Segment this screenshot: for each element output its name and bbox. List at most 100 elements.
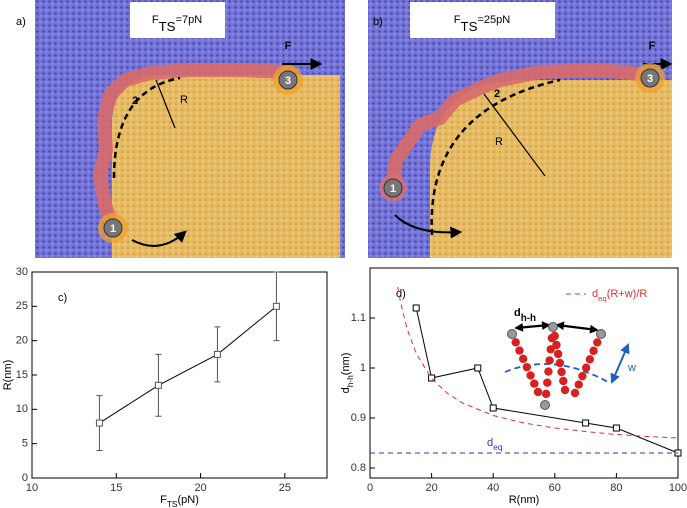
bead	[640, 68, 660, 88]
x-tick-label: 20	[194, 482, 206, 494]
x-tick-label: 20	[425, 482, 437, 494]
inset-bead	[593, 338, 602, 347]
inset-bead	[553, 349, 563, 359]
panel-title: FTS=7pN	[152, 14, 202, 34]
rotation-arrow	[131, 230, 187, 247]
bead	[383, 178, 403, 198]
marker	[154, 381, 162, 389]
plot-frame	[31, 271, 328, 479]
plot-frame	[369, 267, 679, 479]
inset-end-bead	[596, 329, 606, 339]
y-tick-label: 1.1	[351, 312, 366, 324]
y-tick-label: 5	[22, 438, 28, 450]
radius-line	[483, 93, 546, 177]
bead	[103, 218, 123, 238]
panel-label: a)	[16, 16, 26, 28]
inset-label: dh-h	[514, 307, 536, 324]
x-tick-label: 80	[610, 482, 622, 494]
y-tick-label: 0.8	[351, 462, 366, 474]
annotation-part: d	[487, 437, 493, 449]
series-line	[397, 286, 679, 439]
x-axis-label-part: (pN)	[178, 494, 199, 506]
inset-end-bead	[548, 322, 558, 332]
panel-title-part: TS	[461, 19, 478, 34]
inset-bead	[543, 378, 552, 387]
marker	[582, 419, 590, 427]
fit-arc	[112, 76, 181, 179]
radius-label: R	[495, 136, 503, 148]
inset-bead	[559, 376, 568, 386]
width-arrow	[610, 343, 630, 384]
simulation-a	[35, 0, 345, 258]
chain	[386, 63, 657, 195]
inset-bead	[526, 371, 535, 380]
marker	[95, 419, 103, 427]
radius-label: R	[180, 94, 188, 106]
inset-bead	[511, 338, 520, 347]
marker	[272, 302, 280, 310]
x-axis-label-part: F	[160, 494, 167, 506]
x-tick-label: 25	[279, 482, 291, 494]
inset-end-bead	[507, 329, 517, 339]
inset-arc	[504, 363, 609, 383]
marker	[474, 364, 482, 372]
chart: 0 20 40 60 80 1000.80.911.1d)R(nm)dh-h(nm)deq…	[340, 267, 687, 506]
legend-label-part: (R+w)/R	[607, 288, 648, 300]
x-tick-label: 0	[367, 482, 373, 494]
panel-label: c)	[58, 292, 67, 304]
annotation: deq	[487, 437, 503, 452]
inset-bead	[541, 389, 551, 399]
panel-title-part: =7pN	[176, 14, 203, 26]
chart: 10 15 20 25 0 5 10 15 20 25 30 c) FTS(pN) R(nm)	[2, 266, 328, 508]
inset-label-part: h-h	[521, 313, 536, 324]
x-tick-label: 15	[110, 482, 122, 494]
point-label: 1	[110, 223, 116, 235]
y-tick-label: 30	[16, 266, 28, 278]
x-tick-label: 40	[487, 482, 499, 494]
inset-bead	[552, 340, 561, 350]
y-tick-label: 15	[16, 369, 28, 381]
panel-title-part: =25pN	[478, 14, 511, 26]
inset-bead	[544, 367, 553, 376]
y-tick-label: 25	[16, 300, 28, 312]
inset-bead	[515, 346, 524, 355]
simulation-b	[368, 0, 673, 258]
inset-bead	[557, 367, 566, 377]
inset-bead	[530, 379, 539, 388]
point-label: 1	[390, 183, 396, 195]
x-tick-label: 100	[669, 482, 687, 494]
substrate	[430, 80, 672, 258]
panel-label: d)	[396, 288, 406, 300]
inset-bead	[550, 331, 559, 341]
title-box	[410, 2, 555, 38]
x-axis-label-part: TS	[167, 499, 178, 508]
inset-bead	[578, 371, 587, 381]
force-label: F	[285, 40, 292, 52]
point-label: 3	[285, 75, 291, 87]
series-line	[99, 305, 277, 424]
point-label: 3	[647, 73, 653, 85]
x-axis-label: FTS(pN)	[160, 494, 199, 508]
panel-label: b)	[373, 16, 383, 28]
inset-label-part: d	[514, 307, 521, 319]
inset-bead	[589, 346, 598, 356]
x-tick-label: 10	[26, 482, 38, 494]
annotation-part: eq	[493, 442, 503, 452]
x-axis-label: R(nm)	[509, 494, 540, 506]
y-axis-label-part: (nm)	[340, 353, 352, 376]
y-axis-label-part: d	[340, 387, 352, 393]
marker	[428, 374, 436, 382]
y-tick-label: 0.9	[351, 412, 366, 424]
inset-bead	[581, 363, 591, 372]
y-tick-label: 1	[360, 362, 366, 374]
inset-bead	[533, 387, 543, 397]
radius-line	[155, 79, 176, 129]
title-box	[130, 2, 225, 38]
bead	[278, 70, 298, 90]
inset-bead	[546, 345, 555, 354]
inset-width-label: w	[627, 362, 636, 374]
y-axis-label: dh-h(nm)	[340, 353, 355, 394]
y-tick-label: 20	[16, 335, 28, 347]
point-label: 2	[132, 95, 138, 107]
